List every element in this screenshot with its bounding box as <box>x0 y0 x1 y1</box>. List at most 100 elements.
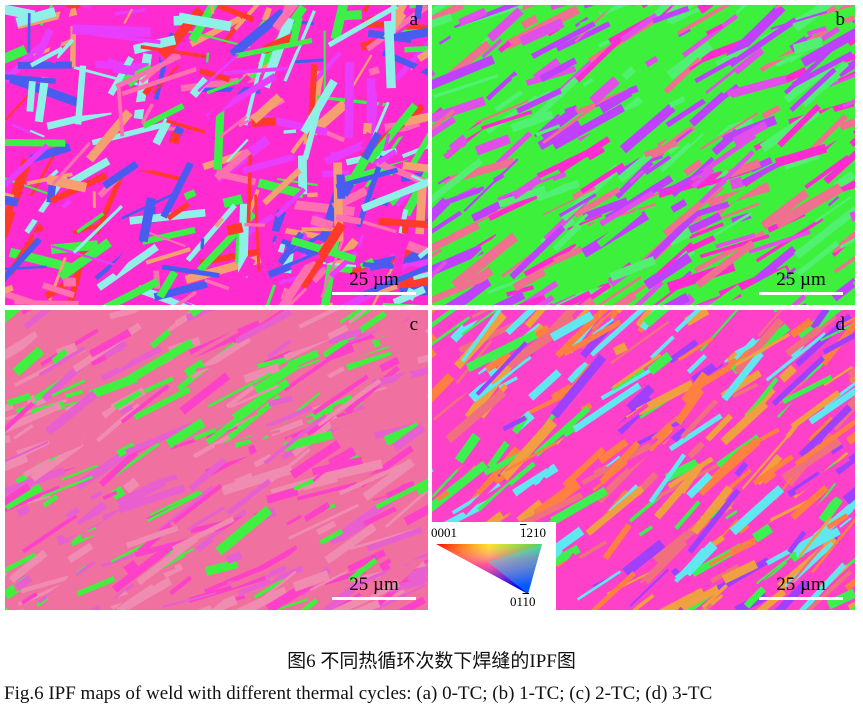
grain <box>609 255 657 282</box>
grain <box>479 168 525 201</box>
grain <box>5 601 62 610</box>
grain <box>531 21 596 59</box>
grain <box>220 394 282 446</box>
grain <box>537 119 582 151</box>
grain <box>208 590 229 610</box>
overbar-digit: 1 <box>522 594 530 609</box>
grain <box>388 574 428 594</box>
grain <box>158 485 215 532</box>
grain <box>13 424 34 440</box>
grain <box>504 441 557 473</box>
grain <box>810 120 855 172</box>
grain <box>793 561 847 610</box>
grain <box>100 346 163 382</box>
scale-bar: 25 µm <box>332 270 416 295</box>
grain <box>688 222 724 239</box>
grain <box>14 574 33 591</box>
grain <box>183 189 197 201</box>
grain <box>635 310 660 328</box>
grain <box>588 403 649 451</box>
grain <box>96 243 159 291</box>
grain <box>432 390 468 421</box>
grain <box>755 494 820 529</box>
grain <box>826 513 849 530</box>
grain <box>362 261 400 270</box>
grain <box>126 338 194 384</box>
legend-digits: 0 <box>529 594 536 609</box>
grain <box>528 369 562 401</box>
grain <box>725 448 746 469</box>
grain <box>451 232 519 290</box>
grain <box>446 142 466 154</box>
grain <box>749 427 780 447</box>
grain <box>212 5 255 22</box>
grain <box>575 27 632 83</box>
grain <box>758 177 773 186</box>
grain <box>533 406 591 457</box>
grain <box>551 103 626 150</box>
grain <box>330 344 402 369</box>
grain <box>222 194 244 208</box>
grain <box>207 372 272 408</box>
grain <box>238 119 249 128</box>
grain <box>644 155 671 176</box>
grain <box>42 314 89 343</box>
grain <box>230 568 270 589</box>
grain <box>808 387 855 425</box>
grain <box>843 46 855 63</box>
grain <box>626 384 655 413</box>
grain <box>371 310 428 341</box>
grain <box>571 382 642 433</box>
legend-1210: 1210 <box>520 525 546 541</box>
grain <box>253 360 300 395</box>
grain <box>552 246 583 265</box>
grain <box>589 76 620 106</box>
grain <box>681 371 711 406</box>
grain <box>262 167 302 206</box>
grain <box>792 36 823 55</box>
grain <box>225 551 243 564</box>
grain <box>690 133 757 182</box>
grain <box>729 485 785 536</box>
grain <box>664 458 699 482</box>
grain <box>115 76 125 137</box>
grain <box>715 233 756 249</box>
grain <box>845 544 855 567</box>
grain <box>5 192 19 207</box>
grain <box>658 169 704 195</box>
grain <box>363 506 397 527</box>
grain <box>332 519 351 535</box>
grain <box>677 336 714 362</box>
grain <box>707 284 744 305</box>
grain <box>533 479 582 519</box>
grain <box>448 8 524 39</box>
grain <box>699 150 755 205</box>
grain <box>511 47 578 80</box>
grain <box>188 5 233 43</box>
grain <box>142 103 185 129</box>
grain <box>643 252 693 290</box>
grain <box>214 148 252 181</box>
grain <box>800 26 855 67</box>
grain <box>735 133 751 146</box>
grain <box>738 524 750 535</box>
grain <box>415 177 428 235</box>
grain <box>628 169 645 185</box>
grain <box>283 350 341 392</box>
grain <box>432 210 463 235</box>
ipf-texture <box>5 5 428 305</box>
grain <box>574 16 589 28</box>
grain <box>195 358 236 372</box>
grain <box>589 310 647 357</box>
grain <box>140 44 207 59</box>
grain <box>497 185 547 208</box>
grain <box>558 193 597 218</box>
grain <box>162 563 184 578</box>
grain <box>596 208 643 248</box>
grain <box>777 103 821 148</box>
grain <box>51 379 86 397</box>
grain <box>822 326 855 355</box>
grain <box>609 291 637 305</box>
grain <box>29 129 45 138</box>
grain <box>525 76 579 127</box>
